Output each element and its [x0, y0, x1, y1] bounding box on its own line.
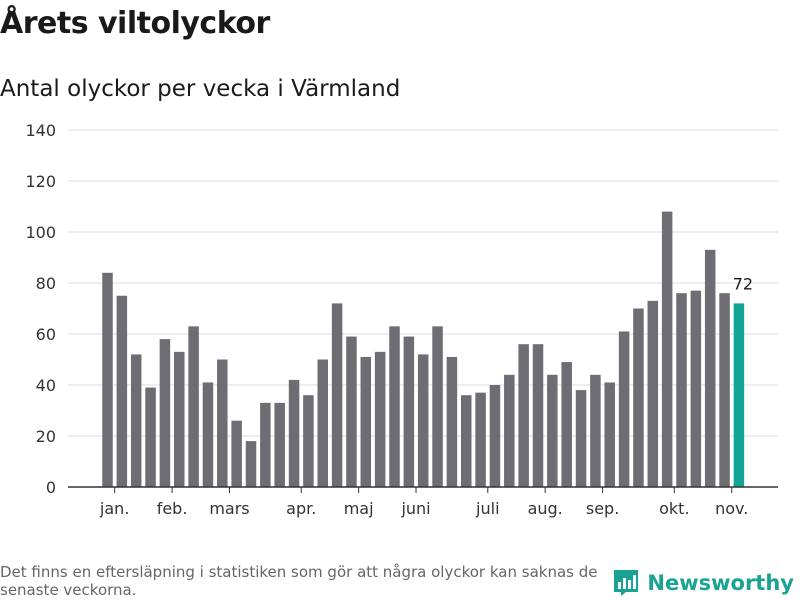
bar: [202, 382, 214, 487]
bar: [317, 359, 328, 487]
y-tick-label: 80: [36, 274, 56, 293]
x-tick-label: okt.: [659, 499, 689, 518]
bar: [188, 326, 199, 487]
bar: [145, 387, 156, 487]
bar: [174, 351, 185, 487]
bar: [461, 395, 472, 487]
bar: [561, 362, 572, 487]
bar: [116, 295, 128, 487]
chart-subtitle: Antal olyckor per vecka i Värmland: [0, 76, 401, 102]
bar: [130, 354, 142, 487]
bar: [288, 379, 300, 487]
bar: [274, 402, 285, 487]
x-tick-label: nov.: [715, 499, 748, 518]
footnote: Det finns en eftersläpning i statistiken…: [0, 563, 598, 599]
y-tick-label: 60: [36, 325, 56, 344]
data-label: 72: [733, 274, 753, 293]
bar: [217, 359, 228, 487]
bar: [518, 344, 529, 487]
x-tick-label: juli: [475, 499, 499, 518]
bar: [346, 336, 357, 487]
bar: [446, 356, 458, 487]
y-tick-label: 0: [46, 478, 56, 497]
bar: [532, 344, 544, 487]
bar: [704, 249, 716, 487]
y-tick-label: 120: [25, 172, 56, 191]
bar: [690, 290, 702, 487]
bar: [403, 336, 415, 487]
x-tick-label: sep.: [586, 499, 619, 518]
highlighted-bar: [733, 303, 745, 487]
x-tick-label: maj: [344, 499, 374, 518]
bar: [618, 331, 630, 487]
y-tick-label: 100: [25, 223, 56, 242]
bar: [159, 339, 171, 487]
y-tick-label: 140: [25, 121, 56, 140]
x-tick-label: juni: [400, 499, 430, 518]
bar: [676, 293, 687, 487]
bar: [647, 300, 659, 487]
bar-chart: 0 20 40 60 80 100 120 140 72 jan. feb. mars apr. maj j…: [25, 121, 778, 518]
bar: [417, 354, 429, 487]
y-tick-label: 20: [36, 427, 56, 446]
brand-name: Newsworthy: [647, 571, 794, 595]
newsworthy-logo[interactable]: Newsworthy: [613, 569, 794, 597]
bar: [303, 395, 314, 487]
bar: [590, 374, 601, 487]
x-tick-label: jan.: [99, 499, 129, 518]
bar: [633, 308, 644, 487]
bar: [504, 374, 515, 487]
bar: [719, 293, 730, 487]
bar: [245, 441, 257, 487]
bar-chart-flag-icon: [614, 570, 639, 596]
x-tick-label: apr.: [286, 499, 316, 518]
bar: [231, 420, 242, 487]
bar: [374, 351, 386, 487]
y-tick-label: 40: [36, 376, 56, 395]
bar: [432, 326, 443, 487]
bar: [575, 390, 587, 487]
bar: [260, 402, 271, 487]
bar: [102, 272, 113, 487]
bar: [475, 392, 486, 487]
chart-title: Årets viltolyckor: [0, 6, 270, 41]
bar: [661, 211, 673, 487]
bar: [360, 356, 372, 487]
bar: [331, 303, 343, 487]
x-tick-label: feb.: [157, 499, 188, 518]
bar: [604, 382, 615, 487]
bar: [389, 326, 400, 487]
x-tick-label: mars: [209, 499, 249, 518]
bar: [547, 374, 558, 487]
x-tick-label: aug.: [528, 499, 563, 518]
bar: [489, 385, 501, 487]
